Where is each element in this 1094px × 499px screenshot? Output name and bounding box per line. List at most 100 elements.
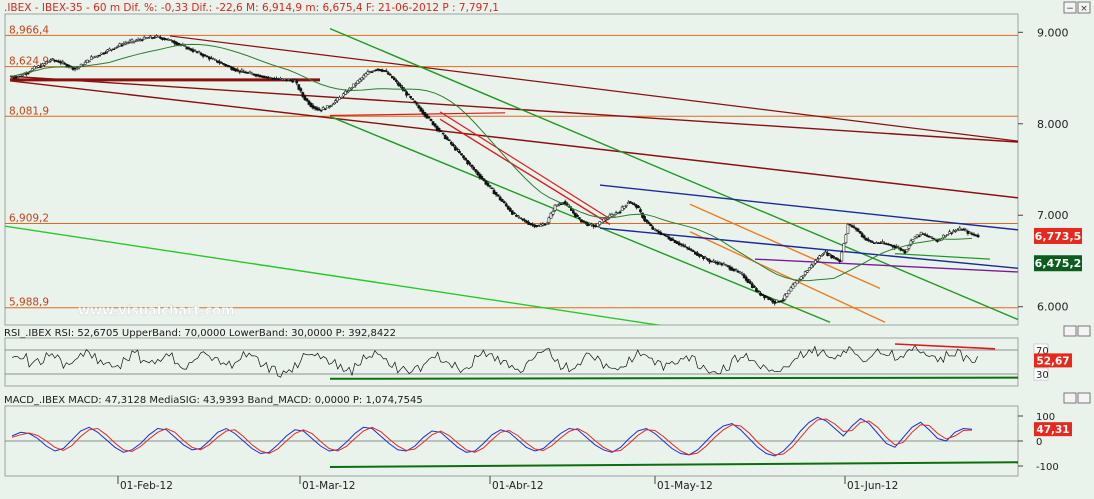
candle-body (746, 279, 750, 284)
candle-body (307, 100, 311, 105)
candle-body (624, 204, 628, 207)
candle-body (30, 68, 34, 71)
candle-body (112, 48, 116, 51)
candle-body (441, 132, 445, 135)
candle-body (803, 271, 807, 275)
candle-body (968, 232, 972, 234)
candle-body (549, 212, 553, 219)
candle-body (814, 260, 817, 264)
minimize-button[interactable] (1063, 1, 1077, 14)
candle-body (319, 109, 323, 112)
trendline (894, 253, 991, 260)
level-label: 8,966,4 (9, 24, 49, 36)
candle-body (460, 153, 463, 156)
macd-minimize-button[interactable] (1063, 392, 1077, 404)
candle-body (146, 37, 150, 39)
candle-body (799, 276, 803, 280)
candle-body (496, 194, 500, 197)
candle-body (517, 215, 520, 218)
candle-body (116, 45, 120, 48)
candle-body (393, 77, 396, 81)
candle-body (850, 225, 854, 228)
candle-body (486, 182, 490, 186)
candle-body (445, 137, 449, 140)
candle-body (248, 71, 252, 74)
candle-body (962, 228, 966, 231)
candle-body (35, 66, 38, 69)
trendline (599, 184, 1018, 231)
candle-body (663, 234, 667, 236)
candle-body (317, 108, 321, 111)
candle-body (791, 284, 795, 289)
candle-body (744, 276, 748, 281)
price-panel[interactable] (4, 13, 1019, 326)
candle-body (822, 253, 825, 255)
macd-axis-label: 100 (1036, 412, 1055, 423)
candle-body (738, 271, 742, 274)
candle-body (964, 229, 968, 232)
candle-body (637, 205, 640, 209)
candle-body (812, 263, 815, 266)
candle-body (476, 171, 480, 175)
candle-body (16, 76, 20, 78)
price-plot: 8,966,4 8,624,9 8,081,9 6,909,2 5,988,9 (5, 24, 1018, 325)
trendline (9, 75, 1018, 143)
candle-body (506, 205, 510, 210)
candle-body (478, 173, 482, 178)
candle-body (472, 166, 476, 170)
candle-body (724, 264, 728, 266)
candle-body (521, 218, 524, 220)
candle-body (828, 253, 831, 256)
candle-body (443, 134, 447, 140)
watermark: www.visualchart.com (78, 304, 235, 319)
candle-body (468, 162, 471, 165)
candle-body (305, 98, 309, 101)
candle-body (976, 235, 980, 238)
price-info-line: .IBEX - IBEX-35 - 60 m Dif. %: -0,33 Dif… (4, 2, 499, 14)
candle-body (360, 77, 364, 81)
candle-body (98, 54, 101, 57)
candle-body (327, 106, 331, 108)
candle-body (801, 275, 805, 278)
candle-body (946, 234, 949, 236)
candle-body (372, 70, 376, 72)
candle-body (785, 293, 789, 297)
candle-body (944, 235, 947, 238)
candle-body (862, 235, 866, 239)
candle-body (551, 211, 555, 215)
candle-body (295, 80, 299, 84)
price-tag (1034, 255, 1082, 272)
candle-body (750, 283, 754, 288)
candle-body (401, 86, 404, 91)
candle-body (844, 234, 848, 243)
candle-body (212, 58, 215, 60)
candle-body (92, 56, 95, 59)
candle-body (301, 92, 305, 97)
candle-body (464, 157, 467, 161)
candle-body (423, 112, 427, 117)
close-button[interactable] (1077, 1, 1091, 14)
rsi-minimize-button[interactable] (1063, 325, 1077, 337)
macd-current-tag (1034, 422, 1072, 437)
candle-body (700, 255, 703, 257)
price-tick-label: 6.000 (1037, 301, 1069, 314)
candle-body (547, 217, 551, 223)
candle-body (545, 223, 549, 225)
rsi-close-button[interactable] (1077, 325, 1091, 337)
candle-body (917, 235, 921, 238)
candle-body (474, 169, 478, 172)
rsi-line (11, 344, 979, 378)
candle-body (415, 102, 419, 105)
candle-body (761, 293, 764, 296)
macd-close-button[interactable] (1077, 392, 1091, 404)
candle-body (907, 245, 911, 249)
candle-body (417, 105, 421, 109)
trendline (439, 111, 611, 220)
candle-body (425, 114, 429, 119)
candle-body (881, 241, 884, 243)
candle-body (283, 78, 286, 81)
price-axis: 9.000 8.000 7.000 6.000 6,773,5 6,475,2 (1018, 26, 1082, 314)
time-axis: 01-Feb-12 01-Mar-12 01-Abr-12 01-May-12 01-J… (117, 476, 898, 492)
candle-body (490, 187, 494, 190)
candle-body (51, 58, 55, 60)
